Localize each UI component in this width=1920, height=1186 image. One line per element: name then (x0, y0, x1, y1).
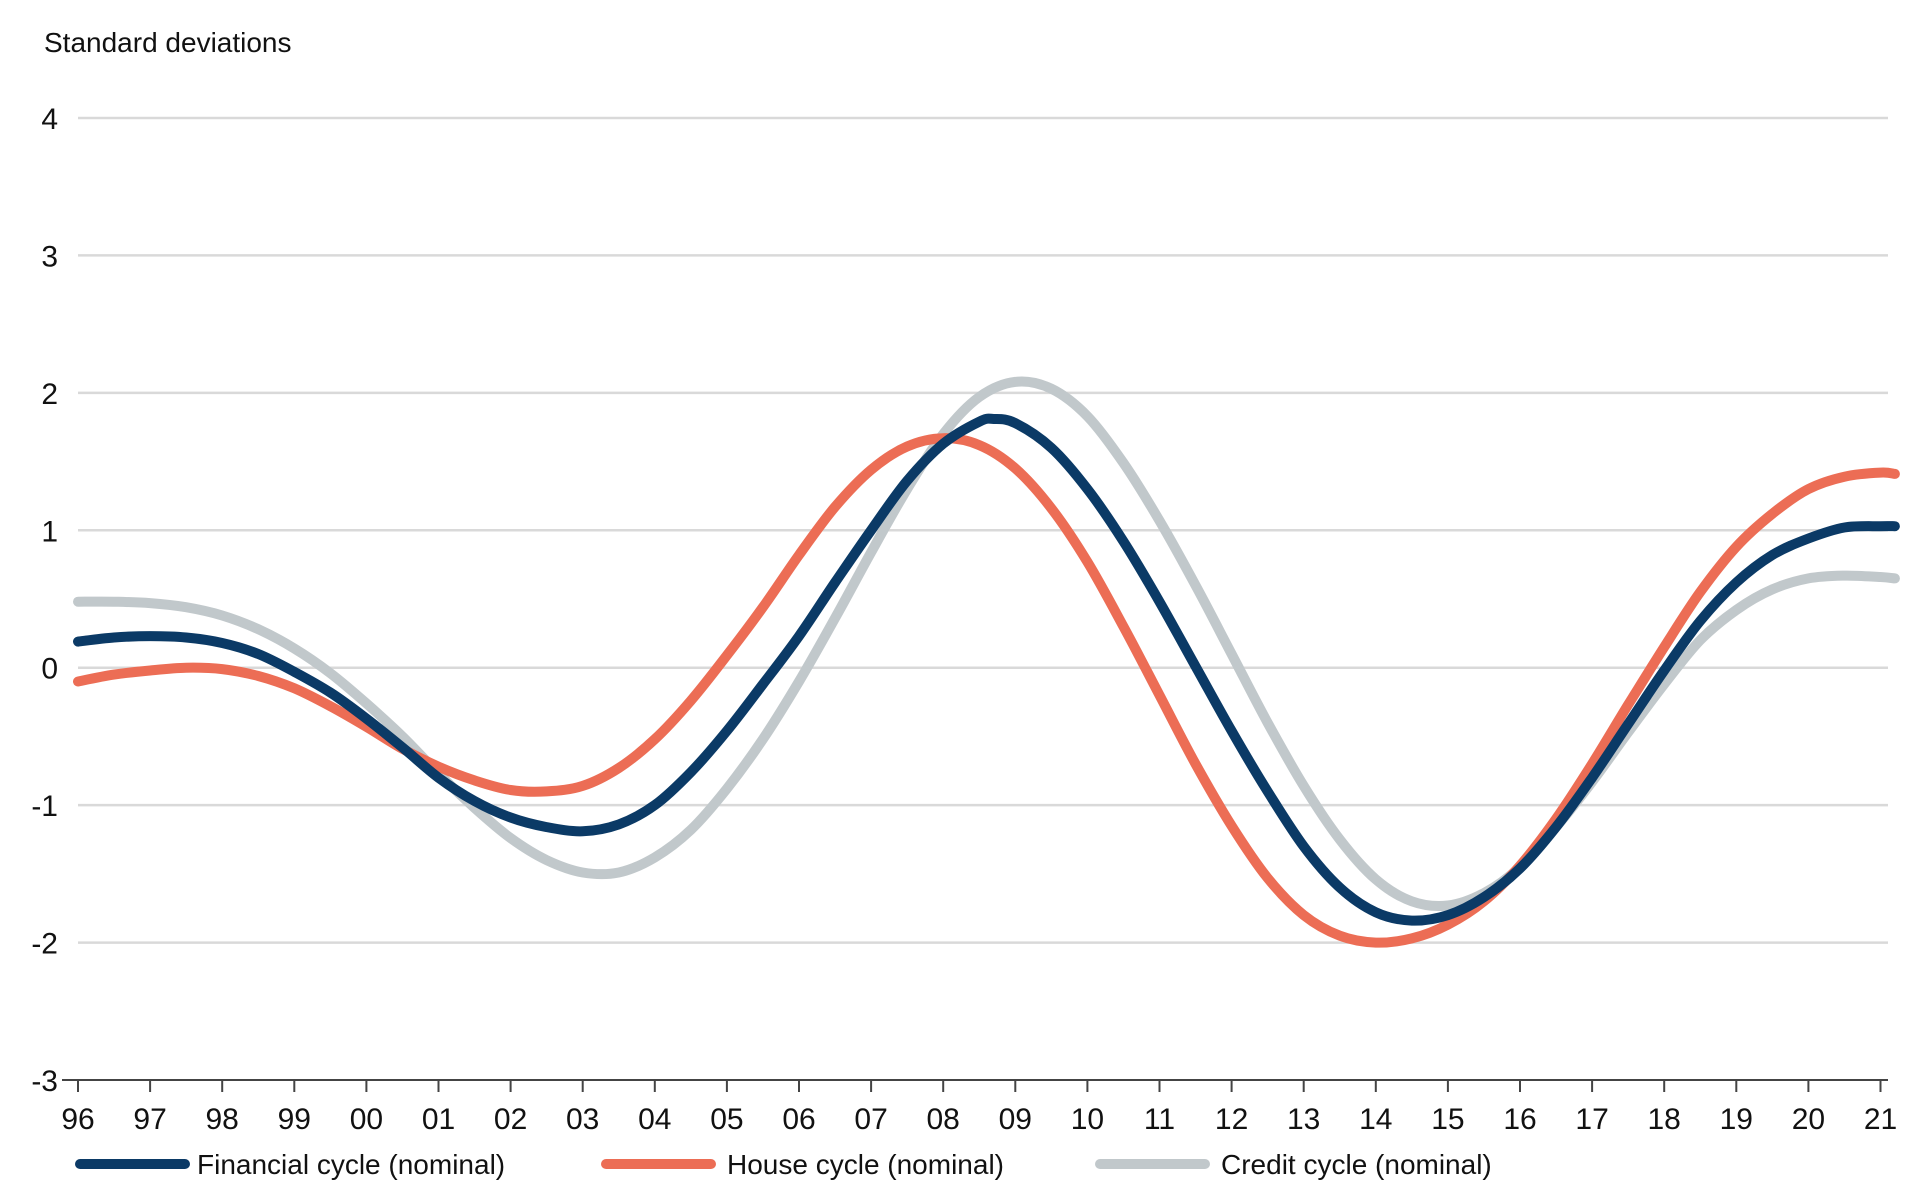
y-tick-label: -1 (31, 790, 58, 823)
x-tick-label: 03 (566, 1103, 599, 1136)
x-tick-label: 98 (206, 1103, 239, 1136)
y-tick-label: 0 (41, 653, 58, 686)
x-tick-label: 14 (1359, 1103, 1392, 1136)
x-tick-label: 19 (1720, 1103, 1753, 1136)
x-tick-label: 17 (1575, 1103, 1608, 1136)
x-tick-label: 05 (710, 1103, 743, 1136)
x-tick-label: 12 (1215, 1103, 1248, 1136)
x-tick-label: 09 (999, 1103, 1032, 1136)
series-line-financial-cycle (73, 413, 1900, 926)
x-tick-label: 04 (638, 1103, 671, 1136)
x-tick-label: 99 (278, 1103, 311, 1136)
x-tick-label: 96 (61, 1103, 94, 1136)
x-tick-label: 18 (1648, 1103, 1681, 1136)
legend-item-credit-label: Credit cycle (nominal) (1221, 1149, 1492, 1180)
x-tick-label: 97 (133, 1103, 166, 1136)
x-tick-label: 06 (782, 1103, 815, 1136)
x-tick-label: 13 (1287, 1103, 1320, 1136)
y-tick-label: 4 (41, 103, 58, 136)
x-tick-label: 01 (422, 1103, 455, 1136)
x-tick-label: 02 (494, 1103, 527, 1136)
y-axis-label: Standard deviations (44, 27, 292, 58)
series-line-credit-cycle (73, 376, 1900, 912)
x-tick-label: 11 (1144, 1103, 1175, 1136)
legend-item-financial-label: Financial cycle (nominal) (197, 1149, 505, 1180)
y-tick-label: 1 (41, 515, 58, 548)
x-tick-label: 08 (927, 1103, 960, 1136)
y-tick-label: 3 (41, 240, 58, 273)
x-tick-label: 21 (1864, 1103, 1897, 1136)
x-tick-label: 10 (1071, 1103, 1104, 1136)
y-tick-label: -3 (31, 1065, 58, 1098)
legend-item-house-label: House cycle (nominal) (727, 1149, 1004, 1180)
x-tick-label: 16 (1503, 1103, 1536, 1136)
x-tick-label: 07 (854, 1103, 887, 1136)
x-tick-label: 00 (350, 1103, 383, 1136)
x-tick-label: 20 (1792, 1103, 1825, 1136)
y-tick-label: 2 (41, 378, 58, 411)
x-tick-label: 15 (1431, 1103, 1464, 1136)
y-tick-label: -2 (31, 928, 58, 961)
